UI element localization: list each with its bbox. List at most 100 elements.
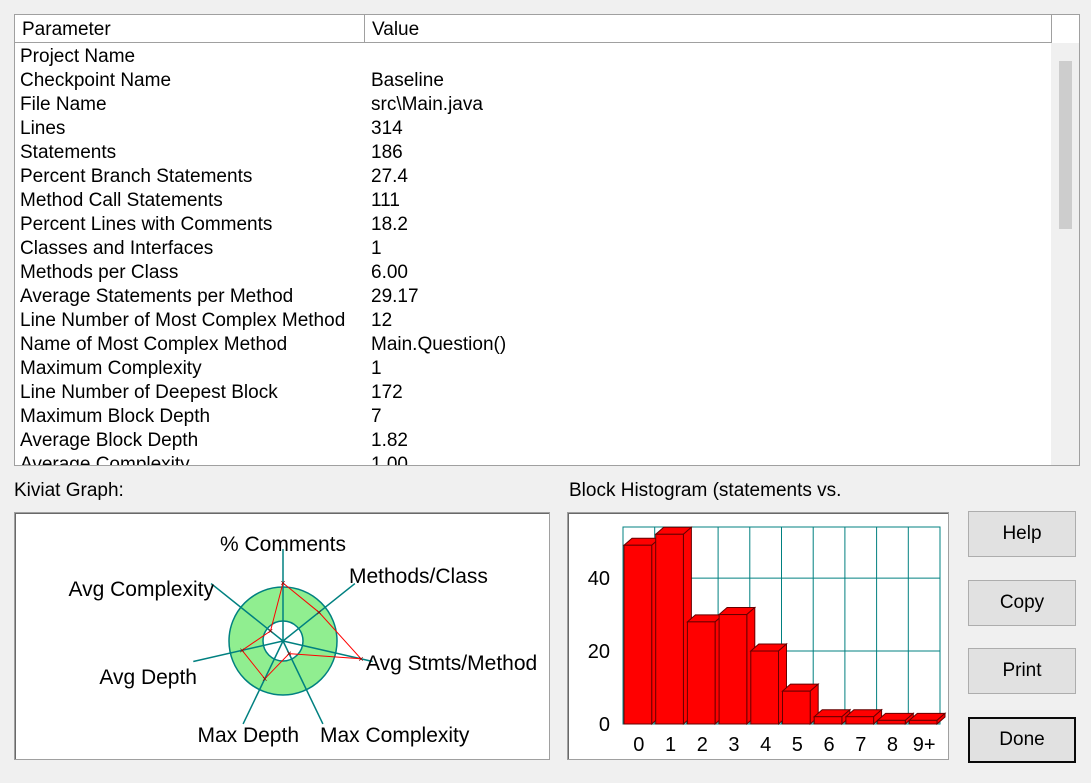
histogram-x-tick-label: 5 (792, 734, 803, 756)
table-row[interactable]: Average Statements per Method 29.17 (15, 285, 1052, 309)
histogram-bar (655, 533, 684, 725)
parameter-cell: Average Statements per Method (20, 286, 294, 307)
table-row[interactable]: Lines 314 (15, 117, 1052, 141)
kiviat-graph-label: Kiviat Graph: (14, 480, 124, 501)
histogram-bar (908, 719, 938, 725)
kiviat-point-marker: × (358, 654, 363, 664)
value-cell: 12 (371, 310, 393, 331)
kiviat-axis-label: Avg Stmts/Method (366, 652, 537, 675)
parameter-cell: Method Call Statements (20, 190, 223, 211)
table-row[interactable]: Average Complexity 1.00 (15, 453, 1052, 466)
kiviat-point-marker: × (316, 607, 321, 617)
parameter-cell: Average Complexity (20, 454, 190, 466)
value-cell: 1.82 (371, 430, 408, 451)
value-cell: 111 (371, 190, 400, 211)
kiviat-point-marker: × (268, 626, 273, 636)
value-cell: 6.00 (371, 262, 408, 283)
help-button[interactable]: Help (968, 511, 1076, 557)
kiviat-axis-label: Methods/Class (349, 565, 488, 588)
table-row[interactable]: Classes and Interfaces 1 (15, 237, 1052, 261)
parameter-cell: Classes and Interfaces (20, 238, 214, 259)
kiviat-axis-label: % Comments (220, 533, 346, 556)
parameter-cell: Statements (20, 142, 117, 163)
parameter-cell: Checkpoint Name (20, 70, 172, 91)
histogram-x-tick-label: 8 (887, 734, 898, 756)
kiviat-point-marker: × (280, 578, 285, 588)
table-row[interactable]: Project Name (15, 45, 1052, 69)
value-cell: 7 (371, 406, 382, 427)
table-row[interactable]: Name of Most Complex Method Main.Question… (15, 333, 1052, 357)
kiviat-point-marker: × (262, 674, 267, 684)
table-row[interactable]: Maximum Block Depth 7 (15, 405, 1052, 429)
histogram-x-tick-label: 6 (823, 734, 834, 756)
histogram-x-tick-label: 2 (697, 734, 708, 756)
print-button[interactable]: Print (968, 648, 1076, 694)
parameter-cell: Maximum Complexity (20, 358, 202, 379)
value-cell (371, 45, 1052, 69)
kiviat-axis (193, 640, 284, 663)
table-header: Parameter Value (15, 15, 1052, 43)
parameter-cell: Average Block Depth (20, 430, 199, 451)
vertical-scrollbar[interactable] (1051, 43, 1079, 465)
table-row[interactable]: Average Block Depth 1.82 (15, 429, 1052, 453)
histogram-x-tick-label: 0 (633, 734, 644, 756)
parameter-cell: Methods per Class (20, 262, 179, 283)
histogram-x-tick-label: 7 (855, 734, 866, 756)
parameter-cell: Lines (20, 118, 66, 139)
kiviat-axis-label: Avg Depth (99, 666, 197, 689)
kiviat-axis (282, 640, 324, 725)
table-row[interactable]: Maximum Complexity 1 (15, 357, 1052, 381)
value-cell: 314 (371, 118, 403, 139)
table-row[interactable]: Methods per Class 6.00 (15, 261, 1052, 285)
table-row[interactable]: Percent Branch Statements 27.4 (15, 165, 1052, 189)
value-cell: Baseline (371, 70, 444, 91)
done-button[interactable]: Done (968, 717, 1076, 763)
histogram-bar (813, 716, 843, 725)
column-header-value[interactable]: Value (365, 15, 1052, 42)
parameter-cell: Maximum Block Depth (20, 406, 211, 427)
table-row[interactable]: File Name src\Main.java (15, 93, 1052, 117)
histogram-bar (623, 544, 653, 725)
block-histogram-label: Block Histogram (statements vs. (569, 480, 842, 501)
value-cell: 27.4 (371, 166, 408, 187)
histogram-y-tick-label: 20 (588, 641, 610, 663)
histogram-x-tick-label: 1 (665, 734, 676, 756)
kiviat-graph-panel: × × × × × × × % Comments Methods/Class Avg Stmts… (14, 512, 550, 760)
table-row[interactable]: Percent Lines with Comments 18.2 (15, 213, 1052, 237)
table-body: Project Name Checkpoint Name Baseline File … (15, 45, 1052, 466)
histogram-y-tick-label: 0 (599, 714, 610, 736)
histogram-x-tick-label: 9+ (913, 734, 936, 756)
histogram-bar (718, 614, 748, 725)
block-histogram-panel: 0 20 40 0 1 2 3 4 5 6 7 8 9+ (567, 512, 949, 760)
histogram-x-tick-label: 3 (728, 734, 739, 756)
parameter-cell: Project Name (20, 46, 136, 67)
value-cell: 1 (371, 238, 382, 259)
kiviat-axis (242, 640, 284, 725)
copy-button[interactable]: Copy (968, 580, 1076, 626)
metrics-table: Parameter Value Project Name Checkpoint N… (14, 14, 1080, 466)
table-row[interactable]: Line Number of Most Complex Method 12 (15, 309, 1052, 333)
kiviat-axis-label: Avg Complexity (68, 578, 214, 601)
table-row[interactable]: Line Number of Deepest Block 172 (15, 381, 1052, 405)
kiviat-metric-polygon (241, 582, 363, 680)
value-cell: Main.Question() (371, 334, 507, 355)
histogram-bar (877, 719, 906, 725)
kiviat-point-marker: × (286, 649, 291, 659)
parameter-cell: File Name (20, 94, 107, 115)
value-cell: 29.17 (371, 286, 419, 307)
histogram-x-tick-label: 4 (760, 734, 771, 756)
scrollbar-thumb[interactable] (1059, 61, 1072, 229)
table-row[interactable]: Checkpoint Name Baseline (15, 69, 1052, 93)
parameter-cell: Line Number of Most Complex Method (20, 310, 346, 331)
kiviat-axis-label: Max Depth (197, 724, 299, 747)
kiviat-axis-label: Max Complexity (320, 724, 470, 747)
table-row[interactable]: Statements 186 (15, 141, 1052, 165)
histogram-bar (750, 650, 780, 725)
column-header-parameter[interactable]: Parameter (15, 15, 365, 42)
value-cell: 186 (371, 142, 403, 163)
value-cell: src\Main.java (371, 94, 483, 115)
table-row[interactable]: Method Call Statements 111 (15, 189, 1052, 213)
parameter-cell: Percent Lines with Comments (20, 214, 273, 235)
